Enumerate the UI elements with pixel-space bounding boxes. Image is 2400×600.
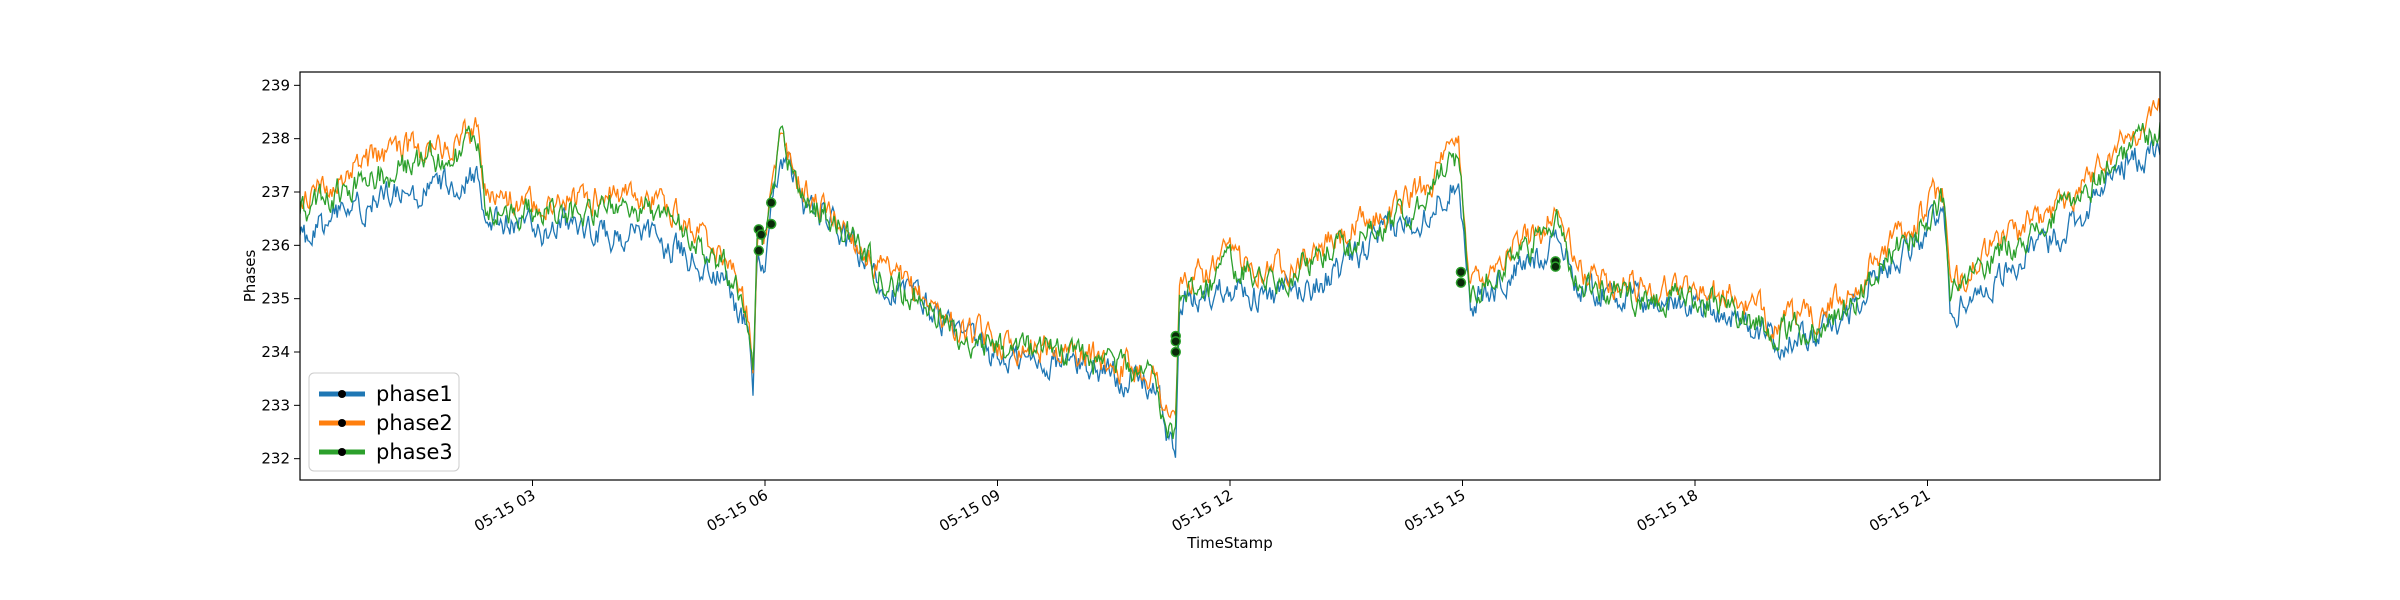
data-marker [755,229,767,240]
legend-frame [308,372,460,472]
y-tick-label: 233 [261,396,290,414]
y-axis-title: Phases [241,250,259,303]
x-tick-label: 05-15 03 [471,486,538,535]
series-line-phase3 [300,122,2160,440]
x-tick-label: 05-15 18 [1634,486,1701,535]
y-tick-label: 232 [261,450,290,468]
legend: phase1 phase2 phase3 [308,372,460,472]
y-tick-label: 237 [261,183,290,201]
data-marker [1170,336,1181,347]
y-tick-label: 239 [261,76,290,94]
x-tick-label: 05-15 12 [1169,486,1236,535]
x-axis: 05-15 03 05-15 06 05-15 09 05-15 12 05-15 15… [471,480,1934,535]
data-marker [1455,277,1467,288]
data-marker [765,197,777,208]
legend-marker-phase1 [338,390,346,398]
y-tick-label: 235 [261,290,290,308]
y-tick-label: 238 [261,130,290,148]
data-marker [1550,261,1561,272]
plot-area [300,72,2160,480]
y-axis: 232 233 234 235 236 237 238 239 [261,76,300,468]
series-layer [300,98,2160,458]
x-tick-label: 05-15 06 [704,486,771,535]
legend-label-phase1: phase1 [376,382,453,406]
data-marker [1455,266,1467,278]
series-line-phase2 [300,98,2160,419]
x-tick-label: 05-15 21 [1866,486,1933,535]
data-marker [753,245,765,256]
marker-layer [753,197,1561,358]
series-line-phase1 [300,139,2160,458]
y-tick-label: 234 [261,343,290,361]
data-marker [1170,346,1181,358]
legend-label-phase2: phase2 [376,411,453,435]
x-tick-label: 05-15 09 [936,486,1003,535]
legend-label-phase3: phase3 [376,440,453,464]
y-tick-label: 236 [261,236,290,254]
x-axis-title: TimeStamp [1186,534,1272,552]
legend-marker-phase2 [338,419,346,427]
data-marker [765,218,777,230]
legend-marker-phase3 [338,448,346,456]
x-tick-label: 05-15 15 [1401,486,1468,535]
